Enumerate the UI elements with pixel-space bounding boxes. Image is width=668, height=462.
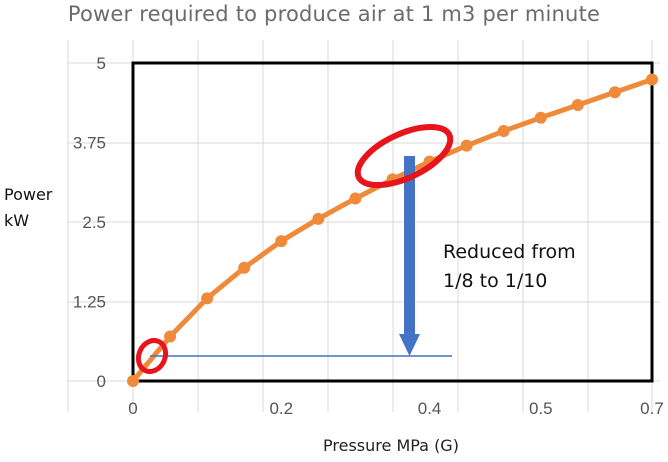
y-tick-label: 2.5 (82, 213, 106, 232)
arrow-head (399, 334, 420, 356)
data-point (608, 86, 621, 99)
annotation-line2: 1/8 to 1/10 (443, 270, 547, 292)
arrow-shaft (404, 156, 415, 334)
data-point (534, 111, 547, 124)
plot-border (131, 61, 654, 383)
data-point (238, 261, 251, 274)
data-point (275, 235, 288, 248)
x-tick-label: 0.5 (529, 399, 553, 418)
data-series (127, 73, 658, 387)
annotations (135, 123, 454, 375)
annotation-line1: Reduced from (443, 241, 576, 263)
y-axis-label-line2: kW (4, 211, 29, 230)
y-tick-label: 5 (97, 54, 106, 73)
data-point (571, 98, 584, 111)
x-axis-label: Pressure MPa (G) (323, 436, 459, 455)
highlight-ellipse-upper (354, 123, 454, 189)
y-tick-label: 1.25 (73, 293, 106, 312)
y-axis-label-line1: Power (4, 185, 53, 204)
data-point (646, 73, 658, 86)
data-point (497, 125, 510, 138)
y-tick-label: 0 (97, 372, 106, 391)
highlight-ellipse-lower (135, 337, 169, 375)
data-point (312, 212, 325, 225)
y-tick-label: 3.75 (73, 134, 106, 153)
tick-labels: 0 1.25 2.5 3.75 5 0 0.2 0.4 0.5 0.7 (73, 54, 664, 418)
chart-title: Power required to produce air at 1 m3 pe… (67, 2, 601, 26)
data-point (127, 375, 139, 387)
data-point (201, 292, 214, 305)
x-tick-label: 0.7 (640, 399, 664, 418)
data-point (460, 139, 473, 152)
data-point (349, 192, 362, 205)
x-tick-label: 0.4 (418, 399, 442, 418)
data-point (164, 330, 177, 343)
x-tick-label: 0.2 (269, 399, 293, 418)
x-tick-label: 0 (128, 399, 137, 418)
